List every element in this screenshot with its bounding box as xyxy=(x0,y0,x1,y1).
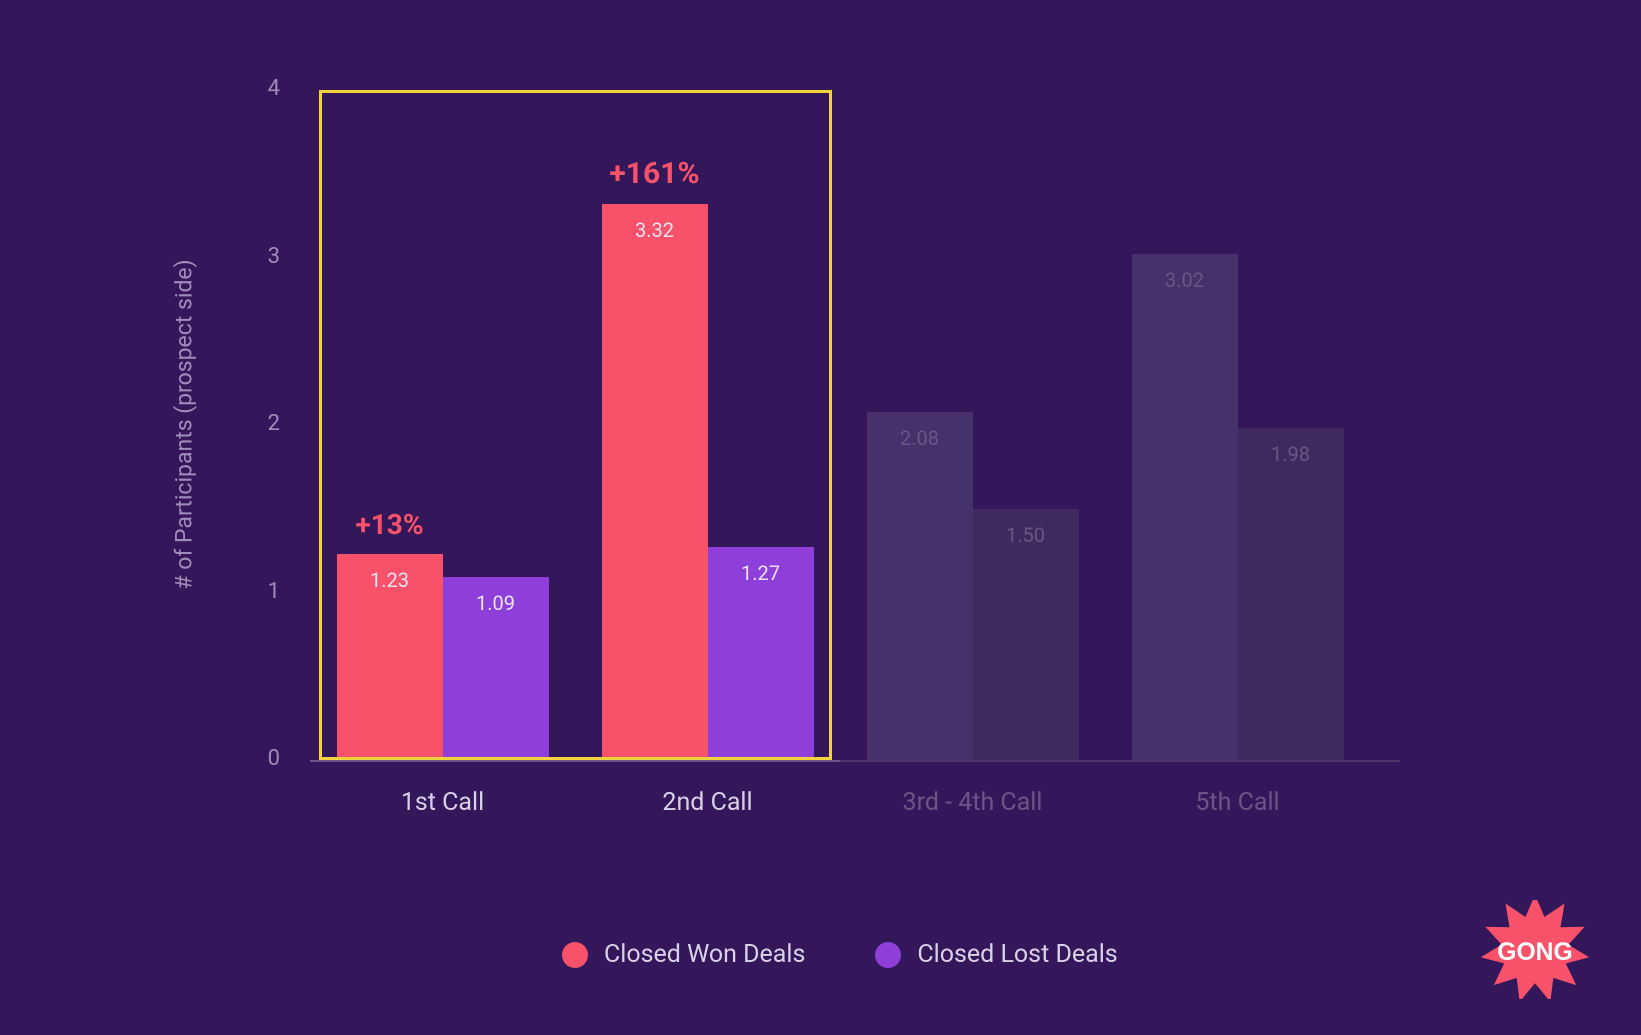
legend-label: Closed Lost Deals xyxy=(917,940,1117,969)
x-tick-label: 5th Call xyxy=(1118,788,1358,817)
percent-annotation: +161% xyxy=(602,156,708,191)
bar-value: 3.32 xyxy=(602,218,708,242)
bar-won: 3.32 xyxy=(602,204,708,760)
x-tick-label: 2nd Call xyxy=(588,788,828,817)
y-tick: 3 xyxy=(240,244,280,269)
bar-lost: 1.09 xyxy=(443,577,549,760)
legend: Closed Won Deals Closed Lost Deals xyxy=(562,940,1118,969)
bar-value: 1.27 xyxy=(708,561,814,585)
legend-label: Closed Won Deals xyxy=(604,940,805,969)
bar-lost: 1.27 xyxy=(708,547,814,760)
y-tick: 4 xyxy=(240,76,280,101)
gong-logo: GONG xyxy=(1470,900,1600,998)
x-tick-label: 1st Call xyxy=(323,788,563,817)
y-tick: 0 xyxy=(240,746,280,771)
x-tick-label: 3rd - 4th Call xyxy=(853,788,1093,817)
x-axis-line-muted xyxy=(840,760,1400,762)
legend-swatch xyxy=(562,942,588,968)
bar-lost: 1.98 xyxy=(1238,428,1344,760)
bar-value: 1.09 xyxy=(443,591,549,615)
y-axis-label: # of Participants (prospect side) xyxy=(171,90,198,760)
bar-won: 3.02 xyxy=(1132,254,1238,760)
bar-value: 2.08 xyxy=(867,426,973,450)
bar-value: 1.50 xyxy=(973,523,1079,547)
chart-canvas: 0 1 2 3 4 # of Participants (prospect side) 1s… xyxy=(0,0,1641,1035)
legend-item: Closed Lost Deals xyxy=(875,940,1117,969)
bar-won: 2.08 xyxy=(867,412,973,760)
y-tick: 2 xyxy=(240,411,280,436)
bar-value: 3.02 xyxy=(1132,268,1238,292)
bar-value: 1.98 xyxy=(1238,442,1344,466)
percent-annotation: +13% xyxy=(337,508,443,541)
bar-value: 1.23 xyxy=(337,568,443,592)
x-axis-line xyxy=(310,760,840,762)
legend-item: Closed Won Deals xyxy=(562,940,805,969)
bar-lost: 1.50 xyxy=(973,509,1079,760)
svg-text:GONG: GONG xyxy=(1497,939,1572,966)
legend-swatch xyxy=(875,942,901,968)
y-tick: 1 xyxy=(240,579,280,604)
bar-won: 1.23 xyxy=(337,554,443,760)
